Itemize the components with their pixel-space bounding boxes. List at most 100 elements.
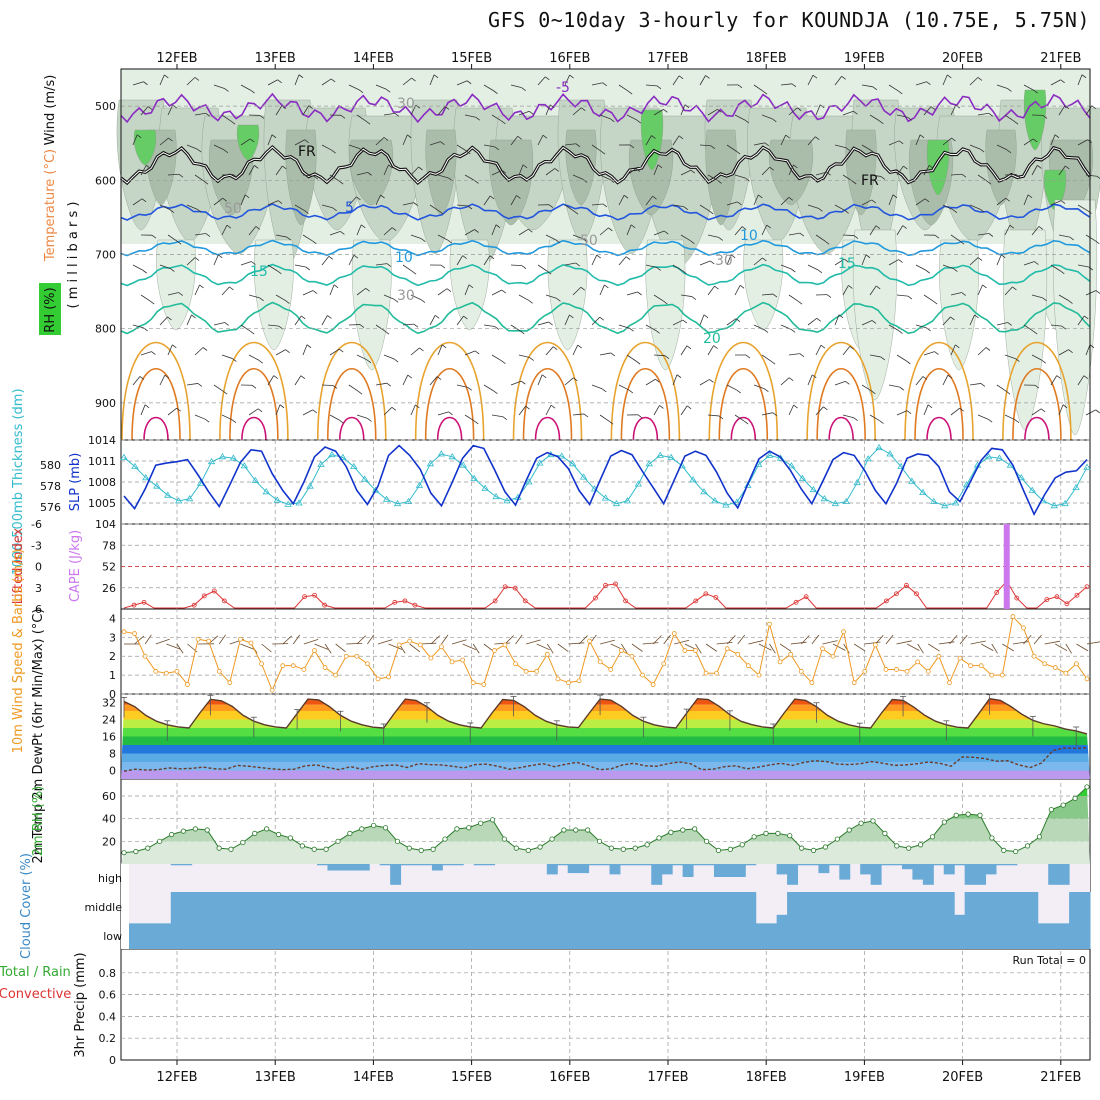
wind-barb bbox=[1050, 79, 1061, 86]
cape-tick: 52 bbox=[102, 561, 116, 574]
wind-barb bbox=[861, 84, 873, 88]
wind-barb bbox=[834, 144, 846, 148]
thickness-marker bbox=[579, 473, 588, 480]
wind-barb bbox=[375, 263, 387, 266]
wind-barb bbox=[653, 354, 666, 357]
surface-wind-barb bbox=[726, 635, 736, 645]
thickness-marker bbox=[897, 462, 905, 469]
rh-marker bbox=[501, 836, 508, 842]
wind-barb-flag bbox=[979, 148, 985, 153]
wind-barb-flag bbox=[898, 90, 903, 95]
wind-barb bbox=[383, 227, 393, 236]
wind-barb-flag bbox=[554, 168, 560, 172]
wind-barb bbox=[1050, 200, 1062, 206]
wind-barb-flag bbox=[357, 390, 363, 395]
precip-tick: 0 bbox=[109, 1054, 116, 1067]
wind-speed-marker bbox=[269, 687, 275, 693]
wind-barb-flag bbox=[655, 378, 660, 383]
wind-barb bbox=[1077, 375, 1085, 386]
wind-barb-flag bbox=[823, 406, 828, 411]
wind-barb bbox=[861, 320, 873, 326]
thickness-marker bbox=[1072, 483, 1080, 490]
wind-barb-flag bbox=[812, 74, 818, 79]
rh-marker bbox=[858, 820, 864, 826]
wind-barb bbox=[1050, 264, 1061, 272]
wind-barb-flag bbox=[871, 150, 876, 154]
wind-barb-flag bbox=[871, 390, 876, 395]
wind-barb bbox=[275, 404, 281, 416]
wind-barb-flag bbox=[657, 164, 663, 169]
wind-barb bbox=[456, 80, 468, 86]
isotherm-35 bbox=[1024, 416, 1050, 441]
surface-wind-barb bbox=[875, 635, 884, 645]
wind-tick: 2 bbox=[109, 650, 116, 663]
wind-barb-flag bbox=[635, 168, 641, 172]
wind-barb bbox=[753, 142, 765, 146]
wind-barb-flag bbox=[312, 290, 318, 294]
wind-barb bbox=[213, 144, 225, 151]
date-label-bottom: 18FEB bbox=[746, 1070, 787, 1085]
wind-barb bbox=[680, 234, 691, 242]
wind-barb-flag bbox=[1095, 290, 1100, 294]
thickness-marker bbox=[1061, 499, 1069, 507]
chart-title: GFS 0~10day 3-hourly for KOUNDJA (10.75E… bbox=[488, 8, 1090, 32]
slp-tick: 1011 bbox=[88, 455, 116, 468]
wind-barb-flag bbox=[332, 207, 337, 212]
wind-speed-marker bbox=[248, 640, 254, 646]
thickness-tick: 576 bbox=[40, 501, 61, 514]
cloud-middle-low bbox=[651, 892, 663, 949]
wind-speed-marker bbox=[290, 663, 296, 669]
wind-speed-marker bbox=[470, 680, 476, 686]
wind-barb bbox=[356, 224, 362, 236]
cloud-middle-low bbox=[881, 892, 893, 949]
wind-barb bbox=[734, 174, 746, 179]
wind-barb-flag bbox=[542, 134, 548, 139]
wind-barb bbox=[915, 376, 924, 386]
wind-barb-flag bbox=[880, 176, 886, 180]
cloud-middle-low bbox=[306, 892, 318, 949]
wind-barb-flag bbox=[1009, 224, 1015, 229]
cloud-high bbox=[379, 864, 391, 866]
wind-barb-flag bbox=[739, 284, 745, 289]
rh-blob-dark bbox=[349, 139, 393, 206]
wind-barb-flag bbox=[196, 208, 202, 213]
rh-marker bbox=[751, 834, 757, 840]
surface-wind-barb bbox=[472, 643, 480, 654]
surface-wind-barb bbox=[377, 639, 393, 645]
rh-blob-bright bbox=[1023, 89, 1047, 151]
wind-barb-flag bbox=[251, 384, 257, 389]
wind-barb bbox=[996, 197, 1006, 206]
wind-barb-flag bbox=[952, 209, 958, 213]
cloud-middle-low bbox=[484, 892, 496, 949]
wind-barb bbox=[726, 201, 738, 206]
isotherm-minus5 bbox=[120, 92, 1091, 124]
wind-barb-flag bbox=[865, 254, 871, 259]
date-label-bottom: 14FEB bbox=[353, 1070, 394, 1085]
date-label-top: 14FEB bbox=[353, 51, 394, 66]
wind-barb-flag bbox=[300, 375, 306, 380]
wind-barb-flag bbox=[1095, 240, 1100, 245]
rh-marker bbox=[846, 827, 852, 833]
wind-barb-flag bbox=[762, 90, 768, 95]
wind-speed-marker bbox=[502, 642, 508, 648]
wind-barb-flag bbox=[433, 74, 439, 79]
rh-marker bbox=[287, 835, 294, 841]
wind-barb-flag bbox=[546, 270, 552, 275]
cloud-middle-low bbox=[536, 892, 548, 949]
wind-speed-marker bbox=[534, 668, 540, 674]
surface-wind-barb bbox=[642, 642, 659, 645]
wind-barb bbox=[483, 84, 494, 91]
wind-barb-flag bbox=[1032, 330, 1038, 335]
wind-barb-flag bbox=[197, 383, 203, 387]
wind-barb-flag bbox=[580, 107, 586, 112]
wind-barb-flag bbox=[922, 376, 928, 380]
wind-barb-flag bbox=[816, 318, 821, 322]
wind-barb bbox=[807, 75, 814, 86]
wind-barb bbox=[132, 198, 143, 206]
wind-barb-flag bbox=[790, 329, 796, 333]
date-axis-top: 12FEB 13FEB 14FEB 15FEB 16FEB 17FEB 18FEB 19FEB… bbox=[156, 51, 1081, 69]
wind-barb-flag bbox=[339, 419, 344, 424]
lifted-index-marker bbox=[593, 595, 598, 601]
wind-barb bbox=[186, 314, 192, 326]
wind-barb bbox=[240, 84, 251, 91]
